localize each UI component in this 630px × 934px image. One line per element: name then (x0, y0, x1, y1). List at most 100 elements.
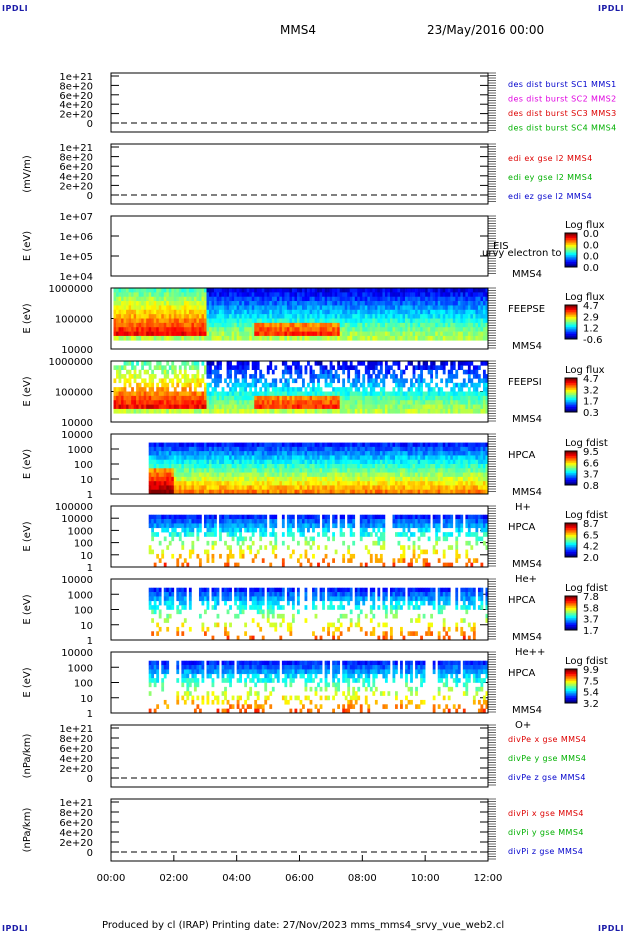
heatmap-cell (269, 327, 273, 332)
heatmap-cell (445, 455, 449, 461)
heatmap-cell (470, 322, 474, 328)
heatmap-cell (209, 309, 212, 315)
heatmap-cell (397, 301, 401, 306)
heatmap-cell (289, 400, 293, 405)
heatmap-cell (256, 395, 260, 401)
heatmap-cell (364, 468, 368, 473)
heatmap-cell (364, 327, 368, 332)
heatmap-cell (382, 451, 386, 456)
heatmap-cell (442, 446, 446, 452)
colorbar-frame (564, 304, 578, 340)
heatmap-cell (246, 309, 250, 315)
heatmap-cell (289, 442, 293, 448)
heatmap-cell (437, 481, 441, 486)
heatmap-cell (347, 288, 351, 293)
heatmap-cell (254, 400, 258, 405)
heatmap-cell (286, 382, 290, 388)
heatmap-cell (209, 365, 212, 371)
heatmap-cell (198, 468, 202, 473)
heatmap-cell (256, 391, 260, 397)
heatmap-cell (191, 374, 195, 379)
heatmap-cell (482, 314, 486, 319)
heatmap-cell (141, 391, 144, 397)
heatmap-cell (412, 301, 416, 306)
heatmap-cell (477, 305, 481, 311)
heatmap-cell (342, 378, 346, 384)
heatmap-cell (377, 408, 381, 414)
heatmap-cell (224, 288, 227, 293)
heatmap-cell (327, 489, 330, 495)
heatmap-cell (269, 305, 273, 311)
heatmap-cell (286, 322, 290, 328)
heatmap-cell (274, 327, 278, 332)
heatmap-cell (221, 327, 225, 332)
heatmap-cell (131, 404, 134, 410)
heatmap-cell (324, 404, 328, 410)
heatmap-cell (244, 464, 248, 469)
heatmap-cell (362, 361, 366, 366)
heatmap-cell (241, 451, 245, 456)
heatmap-cell (415, 327, 418, 332)
heatmap-cell (455, 374, 459, 379)
heatmap-cell (392, 481, 396, 486)
heatmap-cell (178, 391, 182, 397)
heatmap-cell (219, 318, 222, 324)
heatmap-cell (440, 489, 444, 495)
heatmap-cell (412, 404, 416, 410)
heatmap-cell (382, 442, 386, 448)
heatmap-cell (462, 400, 466, 405)
heatmap-cell (219, 472, 222, 478)
heatmap-cell (392, 327, 396, 332)
heatmap-cell (389, 395, 393, 401)
heatmap-cell (395, 442, 398, 448)
heatmap-cell (186, 314, 190, 319)
heatmap-cell (249, 442, 253, 448)
heatmap-cell (158, 472, 162, 478)
heatmap-cell (337, 305, 341, 311)
heatmap-cell (236, 481, 240, 486)
heatmap-cell (374, 374, 378, 379)
heatmap-cell (302, 314, 305, 319)
heatmap-cell (209, 382, 212, 388)
heatmap-cell (244, 485, 248, 491)
heatmap-cell (284, 335, 288, 341)
heatmap-cell (264, 400, 268, 405)
heatmap-cell (302, 472, 305, 478)
heatmap-cell (171, 331, 175, 337)
heatmap-cell (402, 455, 406, 461)
heatmap-cell (216, 382, 220, 388)
heatmap-cell (231, 408, 235, 414)
heatmap-cell (229, 369, 232, 375)
heatmap-cell (344, 365, 348, 371)
heatmap-cell (234, 318, 237, 324)
heatmap-cell (291, 481, 295, 486)
colorbar-swatch (565, 398, 577, 401)
heatmap-cell (389, 472, 393, 478)
heatmap-cell (141, 318, 144, 324)
heatmap-cell (176, 442, 180, 448)
heatmap-cell (400, 446, 403, 452)
heatmap-cell (329, 331, 333, 337)
heatmap-cell (317, 288, 320, 293)
heatmap-cell (116, 365, 119, 371)
heatmap-cell (367, 365, 371, 371)
heatmap-cell (309, 314, 313, 319)
y-tick-label: 10000 (61, 430, 93, 441)
heatmap-cell (281, 472, 285, 478)
heatmap-cell (239, 391, 242, 397)
heatmap-cell (289, 288, 293, 293)
heatmap-cell (221, 288, 225, 293)
heatmap-cell (141, 387, 144, 392)
heatmap-cell (402, 446, 406, 452)
heatmap-cell (467, 369, 471, 375)
heatmap-cell (249, 382, 253, 388)
heatmap-cell (226, 361, 230, 366)
y-tick-label: 1 (87, 490, 93, 501)
heatmap-cell (417, 378, 421, 384)
heatmap-cell (173, 331, 177, 337)
heatmap-cell (148, 468, 152, 473)
heatmap-cell (412, 395, 416, 401)
heatmap-cell (171, 391, 175, 397)
heatmap-cell (176, 404, 180, 410)
heatmap-cell (276, 288, 280, 293)
